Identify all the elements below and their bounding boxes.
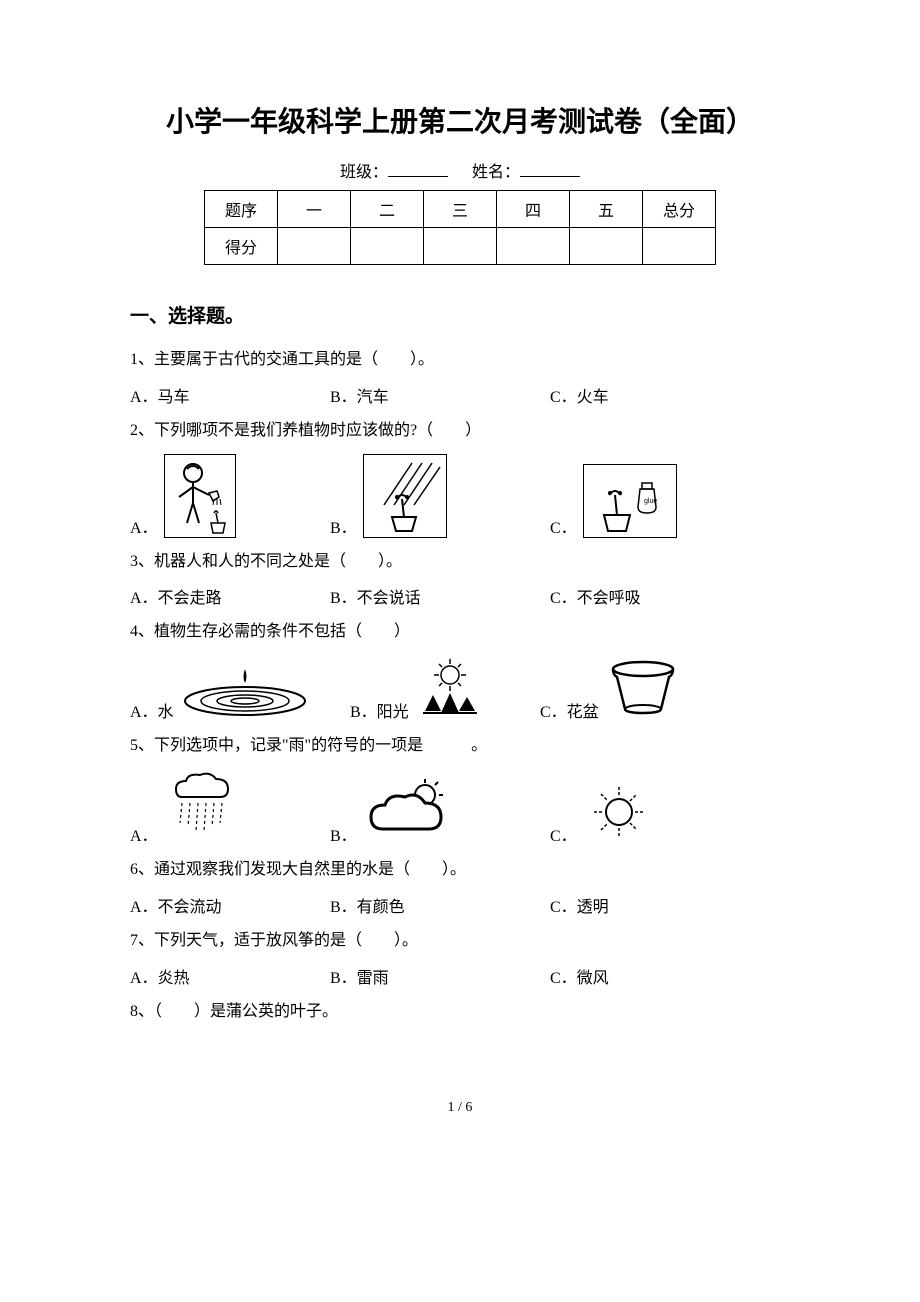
options-row: A． B． [130,454,790,538]
options-row: A．炎热 B．雷雨 C．微风 [130,964,790,988]
question-stem: 3、机器人和人的不同之处是（ ）。 [130,544,790,581]
question-stem: 5、下列选项中，记录"雨"的符号的一项是 。 [130,728,790,765]
question-stem: 6、通过观察我们发现大自然里的水是（ ）。 [130,852,790,889]
name-label: 姓名： [472,164,520,181]
option-letter: B． [330,822,357,846]
option-letter: A．水 [130,698,174,722]
question-stem: 2、下列哪项不是我们养植物时应该做的?（ ） [130,413,790,450]
options-row: A． B． [130,769,790,846]
option-c: C．不会呼吸 [550,584,770,608]
option-b: B．不会说话 [330,584,550,608]
question-stem: 1、主要属于古代的交通工具的是（ ）。 [130,342,790,379]
question-stem: 8、（ ）是蒲公英的叶子。 [130,994,790,1031]
option-letter: B． [330,514,357,538]
options-row: A．不会走路 B．不会说话 C．不会呼吸 [130,584,790,608]
option-letter: C． [550,514,577,538]
header-cell: 三 [424,191,497,228]
options-row: A．水 B．阳光 [130,655,790,722]
page-number: 1 / 6 [130,1100,790,1116]
svg-text:glue: glue [644,498,657,505]
girl-watering-plant-icon [164,454,236,538]
option-a: A．炎热 [130,964,330,988]
option-a: A．马车 [130,383,330,407]
options-row: A．不会流动 B．有颜色 C．透明 [130,893,790,917]
option-letter: C．花盆 [540,698,599,722]
option-a: A． [130,454,330,538]
options-row: A．马车 B．汽车 C．火车 [130,383,790,407]
option-letter: B．阳光 [350,698,409,722]
row-label-cell: 得分 [205,228,278,265]
plant-in-sunlight-icon [363,454,447,538]
option-letter: A． [130,514,158,538]
option-b: B．汽车 [330,383,550,407]
page: 小学一年级科学上册第二次月考测试卷（全面） 班级： 姓名： 题序 一 二 三 四… [0,0,920,1176]
header-cell: 题序 [205,191,278,228]
header-cell: 二 [351,191,424,228]
option-b: B．有颜色 [330,893,550,917]
score-table: 题序 一 二 三 四 五 总分 得分 [204,190,716,265]
sun-icon [583,783,655,846]
partly-cloudy-icon [363,777,459,846]
exam-title: 小学一年级科学上册第二次月考测试卷（全面） [130,100,790,140]
option-c: C． glue [550,464,770,538]
class-label: 班级： [340,164,388,181]
score-cell [351,228,424,265]
header-cell: 总分 [643,191,716,228]
option-a: A． [130,769,330,846]
option-letter: A． [130,822,158,846]
water-ripple-icon [180,663,310,722]
option-a: A．水 [130,663,350,722]
option-a: A．不会走路 [130,584,330,608]
option-a: A．不会流动 [130,893,330,917]
option-b: B．阳光 [350,655,540,722]
option-c: C． [550,783,770,846]
header-cell: 一 [278,191,351,228]
question-stem: 4、植物生存必需的条件不包括（ ） [130,614,790,651]
section-heading: 一、选择题。 [130,301,790,328]
header-cell: 五 [570,191,643,228]
score-cell [643,228,716,265]
question-stem: 7、下列天气，适于放风筝的是（ ）。 [130,923,790,960]
score-cell [497,228,570,265]
score-cell [278,228,351,265]
option-b: B． [330,777,550,846]
option-c: C．花盆 [540,655,681,722]
score-cell [570,228,643,265]
option-c: C．微风 [550,964,770,988]
name-blank [520,160,580,177]
option-letter: C． [550,822,577,846]
option-b: B．雷雨 [330,964,550,988]
student-info-line: 班级： 姓名： [130,158,790,182]
table-row: 题序 一 二 三 四 五 总分 [205,191,716,228]
score-cell [424,228,497,265]
rain-cloud-icon [164,769,242,846]
sun-and-trees-icon [415,655,485,722]
header-cell: 四 [497,191,570,228]
option-c: C．透明 [550,893,770,917]
class-blank [388,160,448,177]
bottle-next-to-plant-icon: glue [583,464,677,538]
option-b: B． [330,454,550,538]
table-row: 得分 [205,228,716,265]
flower-pot-icon [605,655,681,722]
option-c: C．火车 [550,383,770,407]
